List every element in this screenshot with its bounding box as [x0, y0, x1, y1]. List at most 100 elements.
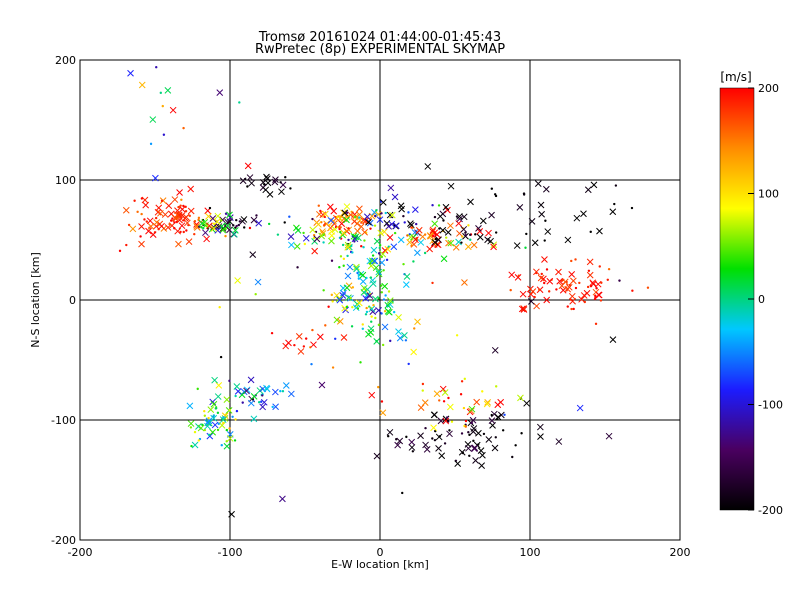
data-point-cross: [381, 282, 389, 290]
data-point-cross: [447, 222, 454, 230]
data-point-dot: [218, 305, 221, 309]
data-point-cross: [467, 407, 475, 415]
data-point-cross: [520, 306, 528, 313]
data-point-dot: [410, 226, 413, 229]
data-point-cross: [178, 222, 186, 230]
data-point-cross: [311, 247, 319, 255]
data-point-cross: [430, 424, 437, 432]
data-point-dot: [371, 254, 375, 257]
data-point-dot: [312, 236, 316, 240]
data-point-cross: [569, 277, 577, 285]
data-point-dot: [351, 305, 354, 309]
data-point-cross: [388, 211, 396, 219]
data-point-cross: [164, 87, 172, 94]
data-point-dot: [450, 420, 454, 423]
data-point-cross: [174, 227, 182, 235]
data-point-dot: [342, 257, 346, 261]
data-point-dot: [222, 416, 225, 419]
data-point-dot: [469, 233, 472, 237]
data-point-cross: [288, 241, 295, 249]
data-point-cross: [388, 220, 396, 228]
data-point-cross: [309, 226, 317, 234]
data-point-cross: [362, 295, 369, 302]
data-point-dot: [208, 206, 212, 210]
data-point-cross: [475, 429, 482, 437]
data-point-cross: [288, 390, 295, 398]
data-point-dot: [238, 101, 241, 104]
data-point-cross: [544, 228, 552, 235]
data-point-cross: [394, 441, 401, 449]
data-point-dot: [393, 231, 397, 235]
data-point-dot: [467, 431, 470, 434]
data-point-cross: [182, 213, 190, 221]
data-point-dot: [312, 234, 316, 237]
data-point-cross: [442, 203, 450, 211]
y-tick-label: -200: [51, 534, 76, 547]
data-point-cross: [415, 226, 423, 234]
data-point-dot: [468, 454, 471, 458]
data-point-cross: [215, 381, 223, 389]
data-point-cross: [205, 417, 213, 425]
data-point-cross: [488, 417, 496, 424]
data-point-cross: [127, 69, 134, 77]
data-point-dot: [182, 204, 185, 208]
grid-lines: [80, 60, 680, 540]
chart-title: Tromsø 20161024 01:44:00-01:45:43: [258, 30, 501, 45]
data-point-dot: [630, 206, 634, 210]
data-point-dot: [566, 305, 569, 308]
data-point-dot: [351, 251, 354, 254]
data-point-dot: [234, 418, 237, 421]
data-point-cross: [315, 220, 322, 228]
data-point-cross: [272, 403, 279, 411]
colorbar: 200 100 0 -100 -200: [719, 82, 783, 517]
data-point-cross: [609, 208, 617, 216]
data-point-dot: [380, 212, 383, 215]
data-point-cross: [138, 81, 146, 89]
data-point-dot: [260, 400, 263, 403]
data-point-cross: [359, 271, 367, 279]
data-point-dot: [127, 223, 131, 227]
data-point-cross: [158, 222, 165, 230]
data-point-dot: [613, 202, 616, 206]
data-point-cross: [345, 226, 353, 234]
data-point-cross: [590, 181, 598, 189]
data-point-cross: [568, 271, 576, 278]
data-point-dot: [322, 289, 325, 292]
data-point-cross: [164, 224, 172, 231]
data-point-cross: [377, 229, 385, 237]
data-point-dot: [214, 407, 218, 410]
data-point-dot: [288, 215, 291, 218]
data-point-cross: [490, 243, 497, 251]
data-point-dot: [494, 194, 498, 198]
data-point-cross: [285, 339, 292, 347]
data-point-cross: [246, 174, 254, 181]
data-point-dot: [349, 296, 352, 300]
data-point-dot: [182, 230, 185, 234]
data-point-dot: [438, 227, 441, 230]
data-point-dot: [342, 264, 345, 267]
data-point-dot: [330, 293, 334, 297]
data-point-cross: [458, 448, 466, 456]
data-point-dot: [356, 271, 359, 275]
data-point-cross: [434, 241, 442, 249]
data-point-cross: [279, 495, 286, 503]
y-axis-label: N-S location [km]: [29, 252, 42, 348]
data-point-cross: [479, 217, 487, 225]
data-point-cross: [368, 391, 376, 399]
data-point-dot: [140, 212, 143, 216]
data-point-cross: [210, 400, 218, 408]
data-point-cross: [197, 424, 205, 432]
data-point-cross: [537, 274, 545, 282]
y-tick-label: 0: [69, 294, 76, 307]
data-point-cross: [210, 225, 218, 232]
data-point-dot: [370, 320, 373, 323]
data-point-cross: [555, 268, 562, 276]
data-point-cross: [122, 206, 130, 214]
data-point-dot: [197, 216, 201, 220]
data-point-dot: [346, 254, 349, 258]
data-point-cross: [386, 428, 394, 436]
data-point-cross: [250, 415, 258, 423]
data-point-cross: [605, 432, 613, 440]
data-point-cross: [226, 435, 234, 442]
data-point-cross: [465, 444, 472, 452]
